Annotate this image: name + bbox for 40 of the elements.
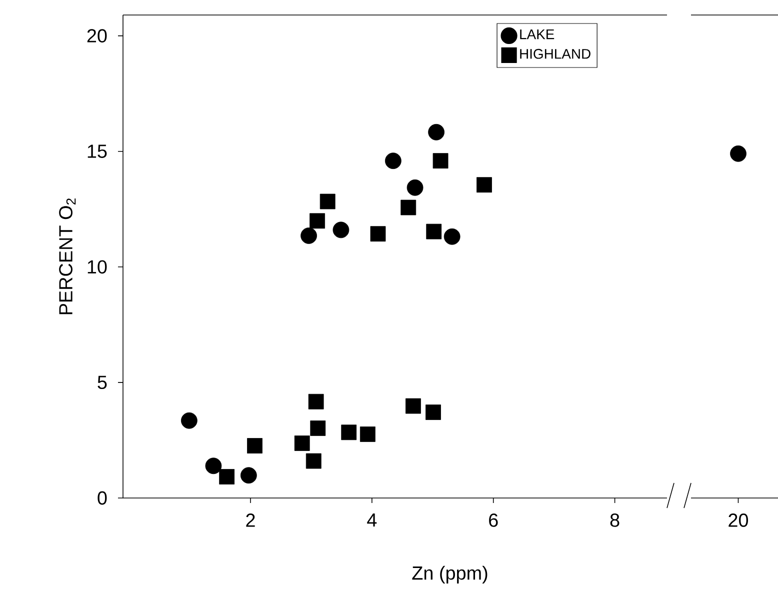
point xyxy=(308,394,324,410)
point xyxy=(476,177,492,193)
point xyxy=(384,152,402,170)
point xyxy=(432,153,448,169)
point xyxy=(444,228,460,245)
point xyxy=(247,438,262,454)
y-tick-label: 20 xyxy=(87,29,107,42)
point xyxy=(294,436,310,451)
point xyxy=(320,194,336,210)
legend-label: LAKE xyxy=(520,30,554,40)
point xyxy=(360,426,376,442)
point xyxy=(300,228,317,244)
point xyxy=(426,224,442,240)
x-axis-title: Zn (ppm) xyxy=(412,566,488,584)
point xyxy=(310,213,325,229)
point xyxy=(370,226,386,242)
point xyxy=(332,222,350,238)
point xyxy=(205,458,222,474)
point xyxy=(310,420,326,436)
y-axis-title: PERCENT O$_{2}$ xyxy=(59,198,76,314)
point xyxy=(426,404,441,420)
point xyxy=(428,124,444,140)
point xyxy=(406,398,421,414)
y-tick-label: 5 xyxy=(98,376,107,390)
x-tick-label: 4 xyxy=(367,514,377,527)
x-tick-label: 6 xyxy=(489,514,498,527)
y-tick-label: 0 xyxy=(98,491,107,505)
point xyxy=(341,424,357,440)
point xyxy=(406,179,424,196)
x-tick-label: 20 xyxy=(728,514,748,527)
point xyxy=(240,467,257,484)
point xyxy=(400,200,416,216)
legend-label: HIGHLAND xyxy=(520,48,590,59)
point xyxy=(219,469,235,484)
y-tick-label: 15 xyxy=(88,144,107,158)
point xyxy=(306,453,322,469)
y-tick-label: 10 xyxy=(88,260,107,274)
x-tick-label: 8 xyxy=(610,514,620,527)
x-tick-label: 2 xyxy=(246,514,255,527)
point xyxy=(180,412,198,429)
